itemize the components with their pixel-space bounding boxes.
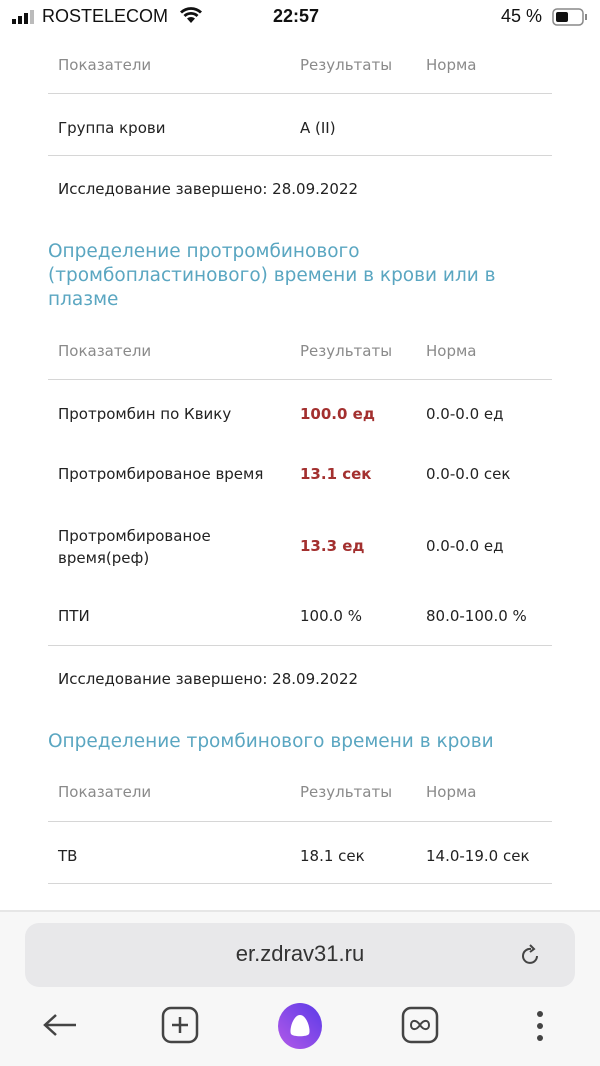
- row-result: 100.0 %: [300, 607, 362, 625]
- section-title: Определение тромбинового времени в крови: [48, 731, 494, 752]
- col-header-norm: Норма: [426, 56, 477, 74]
- divider: [48, 883, 552, 884]
- row-param: ПТИ: [58, 607, 90, 625]
- battery-percent: 45 %: [501, 6, 543, 26]
- col-header-norm: Норма: [426, 342, 477, 360]
- row-result-abnormal: 13.1 сек: [300, 465, 372, 483]
- wifi-icon: [180, 7, 202, 27]
- row-result: 18.1 сек: [300, 847, 365, 865]
- clock: 22:57: [273, 6, 320, 26]
- carrier-name: ROSTELECOM: [42, 6, 169, 26]
- row-param: Протромбированое время(реф): [58, 527, 211, 567]
- row-norm: 80.0-100.0 %: [426, 607, 527, 625]
- col-header-param: Показатели: [58, 342, 152, 360]
- row-norm: 14.0-19.0 сек: [426, 847, 530, 865]
- row-result: A (II): [300, 119, 336, 137]
- col-header-result: Результаты: [300, 342, 393, 360]
- row-norm: 0.0-0.0 ед: [426, 537, 504, 555]
- divider: [48, 645, 552, 646]
- address-bar[interactable]: er.zdrav31.ru: [25, 923, 575, 987]
- alice-assistant-icon[interactable]: [277, 1003, 323, 1053]
- divider: [48, 155, 552, 156]
- completed-date: Исследование завершено: 28.09.2022: [58, 180, 359, 198]
- col-header-result: Результаты: [300, 56, 393, 74]
- row-param: ТВ: [58, 847, 78, 865]
- completed-date: Исследование завершено: 28.09.2022: [58, 670, 359, 688]
- row-result-abnormal: 100.0 ед: [300, 405, 375, 423]
- more-menu-icon[interactable]: [535, 1010, 545, 1046]
- row-result-abnormal: 13.3 ед: [300, 537, 365, 555]
- reload-icon[interactable]: [519, 943, 543, 971]
- battery-icon: [552, 8, 588, 30]
- row-norm: 0.0-0.0 ед: [426, 405, 504, 423]
- col-header-norm: Норма: [426, 783, 477, 801]
- col-header-result: Результаты: [300, 783, 393, 801]
- col-header-param: Показатели: [58, 783, 152, 801]
- status-bar: ROSTELECOM 22:57 45 %: [0, 0, 600, 34]
- divider: [48, 379, 552, 380]
- section-title: Определение протромбинового (тромбопласт…: [48, 241, 496, 310]
- col-header-param: Показатели: [58, 56, 152, 74]
- back-arrow-icon[interactable]: [40, 1010, 80, 1044]
- row-param: Протромбин по Квику: [58, 405, 232, 423]
- row-norm: 0.0-0.0 сек: [426, 465, 511, 483]
- row-param: Протромбированое время: [58, 465, 264, 483]
- signal-icon: [12, 9, 36, 24]
- tabs-infinity-icon[interactable]: [401, 1006, 439, 1048]
- new-tab-icon[interactable]: [161, 1006, 199, 1048]
- row-param: Группа крови: [58, 119, 166, 137]
- url-text: er.zdrav31.ru: [235, 941, 365, 966]
- divider: [48, 821, 552, 822]
- divider: [48, 93, 552, 94]
